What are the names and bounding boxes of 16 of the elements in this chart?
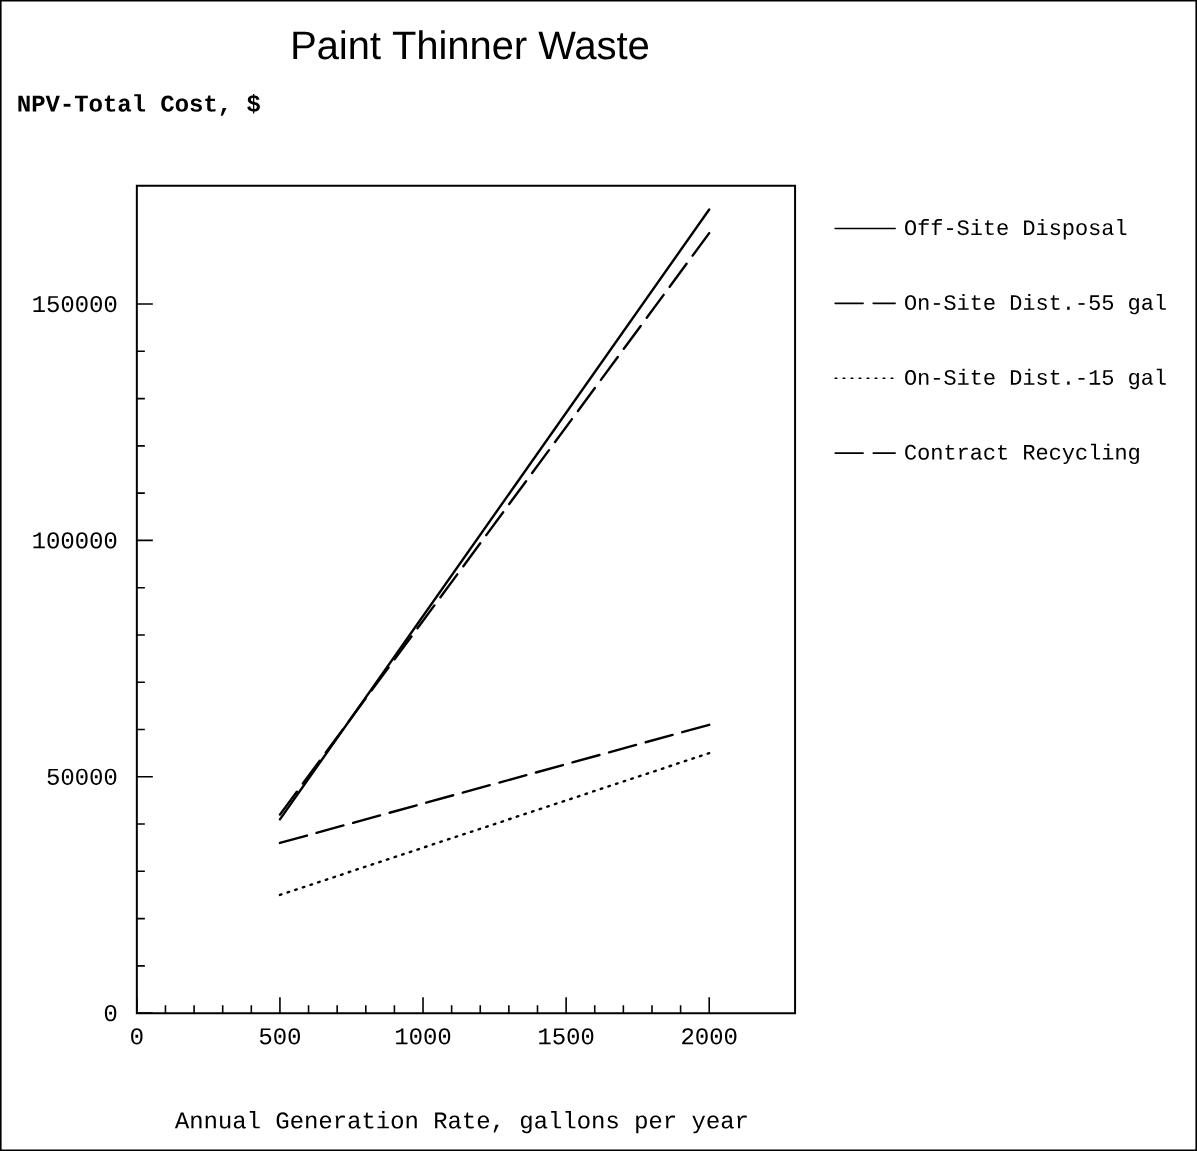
y-axis-title: NPV-Total Cost, $ bbox=[18, 93, 260, 116]
y-tick-label: 150000 bbox=[33, 295, 117, 313]
x-tick-label: 2000 bbox=[682, 1028, 737, 1045]
y-tick-label: 50000 bbox=[47, 768, 117, 785]
x-tick-label: 1500 bbox=[539, 1028, 594, 1045]
x-axis-title: Annual Generation Rate, gallons per year bbox=[174, 1111, 747, 1134]
x-tick-label: 500 bbox=[259, 1028, 300, 1045]
y-tick-label: 100000 bbox=[33, 532, 117, 549]
legend-label: Off-Site Disposal bbox=[905, 219, 1127, 240]
chart-title: Paint Thinner Waste bbox=[293, 30, 648, 60]
x-tick-label: 0 bbox=[131, 1028, 143, 1045]
legend-label: On-Site Dist.-15 gal bbox=[905, 368, 1166, 390]
legend-label: Contract Recycling bbox=[905, 443, 1139, 465]
y-tick-label: 0 bbox=[104, 1005, 117, 1022]
x-tick-label: 1000 bbox=[396, 1028, 451, 1045]
legend-label: On-Site Dist.-55 gal bbox=[905, 293, 1166, 315]
